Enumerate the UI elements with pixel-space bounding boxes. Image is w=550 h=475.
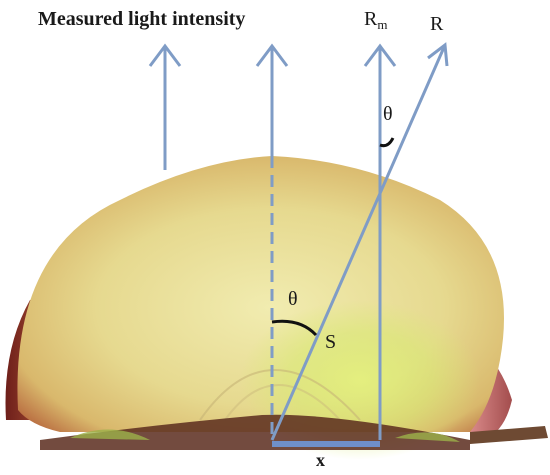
theta-mid-label: θ [288, 288, 298, 310]
chevron-up-icon [427, 42, 449, 67]
apple-stem-right [470, 426, 548, 444]
s-label: S [325, 331, 336, 353]
theta-top-label: θ [383, 103, 393, 125]
arrow-r-shaft [270, 44, 447, 441]
chevron-up-icon [363, 43, 397, 67]
rm-label: Rm [364, 8, 387, 32]
apple-base-green [70, 429, 150, 440]
apple-core-arc-inner [224, 384, 341, 421]
title-label: Measured light intensity [38, 8, 245, 30]
theta-arc-top [379, 137, 395, 148]
chevron-up-icon [148, 43, 182, 67]
r-label: R [430, 13, 444, 35]
x-label: x [316, 450, 325, 470]
apple-core-arc-outer [199, 369, 361, 421]
theta-arc-mid [271, 319, 318, 337]
apple-base-green-2 [395, 432, 460, 442]
apple-slice [5, 156, 548, 460]
measurement-arrows [148, 42, 449, 441]
chevron-up-icon [255, 43, 289, 67]
